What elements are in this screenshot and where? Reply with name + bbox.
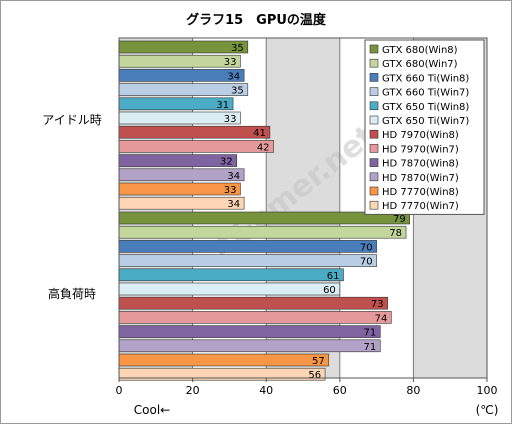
bar-value-label: 35: [231, 86, 244, 97]
x-tick-label: 60: [333, 384, 347, 397]
legend-swatch: [369, 200, 379, 210]
legend-swatch: [369, 58, 379, 68]
legend-swatch: [369, 73, 379, 82]
legend-swatch: [369, 158, 379, 167]
legend-swatch: [369, 87, 379, 96]
legend-label: GTX 660 Ti(Win7): [382, 88, 469, 99]
x-axis-unit: (℃): [476, 403, 499, 417]
legend-swatch: [369, 115, 379, 125]
bar-value-label: 34: [227, 171, 240, 182]
bar-value-label: 34: [227, 199, 240, 210]
bar: [118, 311, 392, 324]
bar: [118, 69, 245, 82]
bar-value-label: 42: [257, 142, 270, 153]
legend-swatch: [369, 44, 379, 54]
bar-value-label: 33: [224, 185, 237, 196]
bar-value-label: 35: [231, 43, 244, 54]
legend-swatch: [369, 186, 379, 196]
bar: [118, 339, 381, 353]
x-tick-label: 100: [477, 384, 498, 397]
bar: [118, 254, 377, 267]
legend-label: HD 7870(Win8): [382, 159, 459, 170]
legend-label: HD 7970(Win8): [382, 130, 459, 141]
bar-value-label: 57: [312, 356, 325, 367]
legend-label: GTX 650 Ti(Win8): [382, 102, 469, 113]
legend-label: GTX 660 Ti(Win8): [382, 73, 469, 84]
bar-value-label: 32: [220, 157, 233, 168]
legend-box: [364, 39, 485, 215]
bar: [118, 111, 241, 125]
legend-label: GTX 650 Ti(Win7): [382, 116, 469, 127]
bar-value-label: 34: [227, 71, 240, 82]
legend-label: HD 7770(Win7): [382, 201, 459, 212]
plot-border: [118, 37, 488, 379]
legend-label: HD 7970(Win7): [382, 144, 459, 155]
x-axis-note: Cool←: [134, 403, 170, 417]
bar-value-label: 70: [360, 242, 373, 253]
chart-title: グラフ15 GPUの温度: [186, 12, 327, 28]
legend-swatch: [369, 172, 379, 182]
bar: [118, 40, 249, 54]
bar-value-label: 74: [375, 313, 388, 324]
bar: [118, 54, 241, 68]
bar: [118, 140, 274, 153]
legend-swatch: [369, 101, 379, 111]
bar-value-label: 31: [216, 100, 229, 111]
bar-value-label: 78: [389, 228, 402, 239]
bar-value-label: 71: [364, 328, 377, 339]
bar: [118, 353, 330, 367]
legend-swatch: [369, 129, 379, 139]
bar: [118, 296, 388, 310]
bar-value-label: 33: [224, 57, 237, 68]
x-tick-label: 0: [116, 384, 123, 397]
x-tick-label: 80: [406, 384, 420, 397]
x-tick-label: 40: [259, 384, 273, 397]
bar: [118, 268, 344, 282]
bar: [118, 282, 341, 296]
bar: [118, 168, 245, 182]
bar: [118, 225, 407, 239]
bar: [118, 240, 377, 253]
bar-value-label: 56: [308, 370, 321, 381]
bar-value-label: 79: [393, 214, 406, 225]
bar-value-label: 71: [364, 342, 377, 353]
bar-value-label: 33: [224, 114, 237, 125]
bar: [118, 125, 271, 139]
bar-value-label: 41: [253, 128, 266, 139]
bar: [118, 83, 249, 96]
legend-label: GTX 680(Win8): [382, 45, 458, 56]
bar: [118, 196, 245, 210]
category-label: 高負荷時: [48, 286, 96, 301]
bar-value-label: 60: [323, 285, 336, 296]
legend-label: GTX 680(Win7): [382, 59, 458, 70]
category-label: アイドル時: [42, 113, 101, 127]
legend-label: HD 7870(Win7): [382, 173, 459, 184]
bar-value-label: 70: [360, 257, 373, 268]
bar: [118, 182, 241, 196]
legend-swatch: [369, 144, 379, 153]
bar-value-label: 73: [371, 299, 384, 310]
bar-value-label: 61: [327, 271, 340, 282]
x-tick-label: 20: [186, 384, 200, 397]
bar: [118, 325, 381, 338]
legend-label: HD 7770(Win8): [382, 187, 459, 198]
